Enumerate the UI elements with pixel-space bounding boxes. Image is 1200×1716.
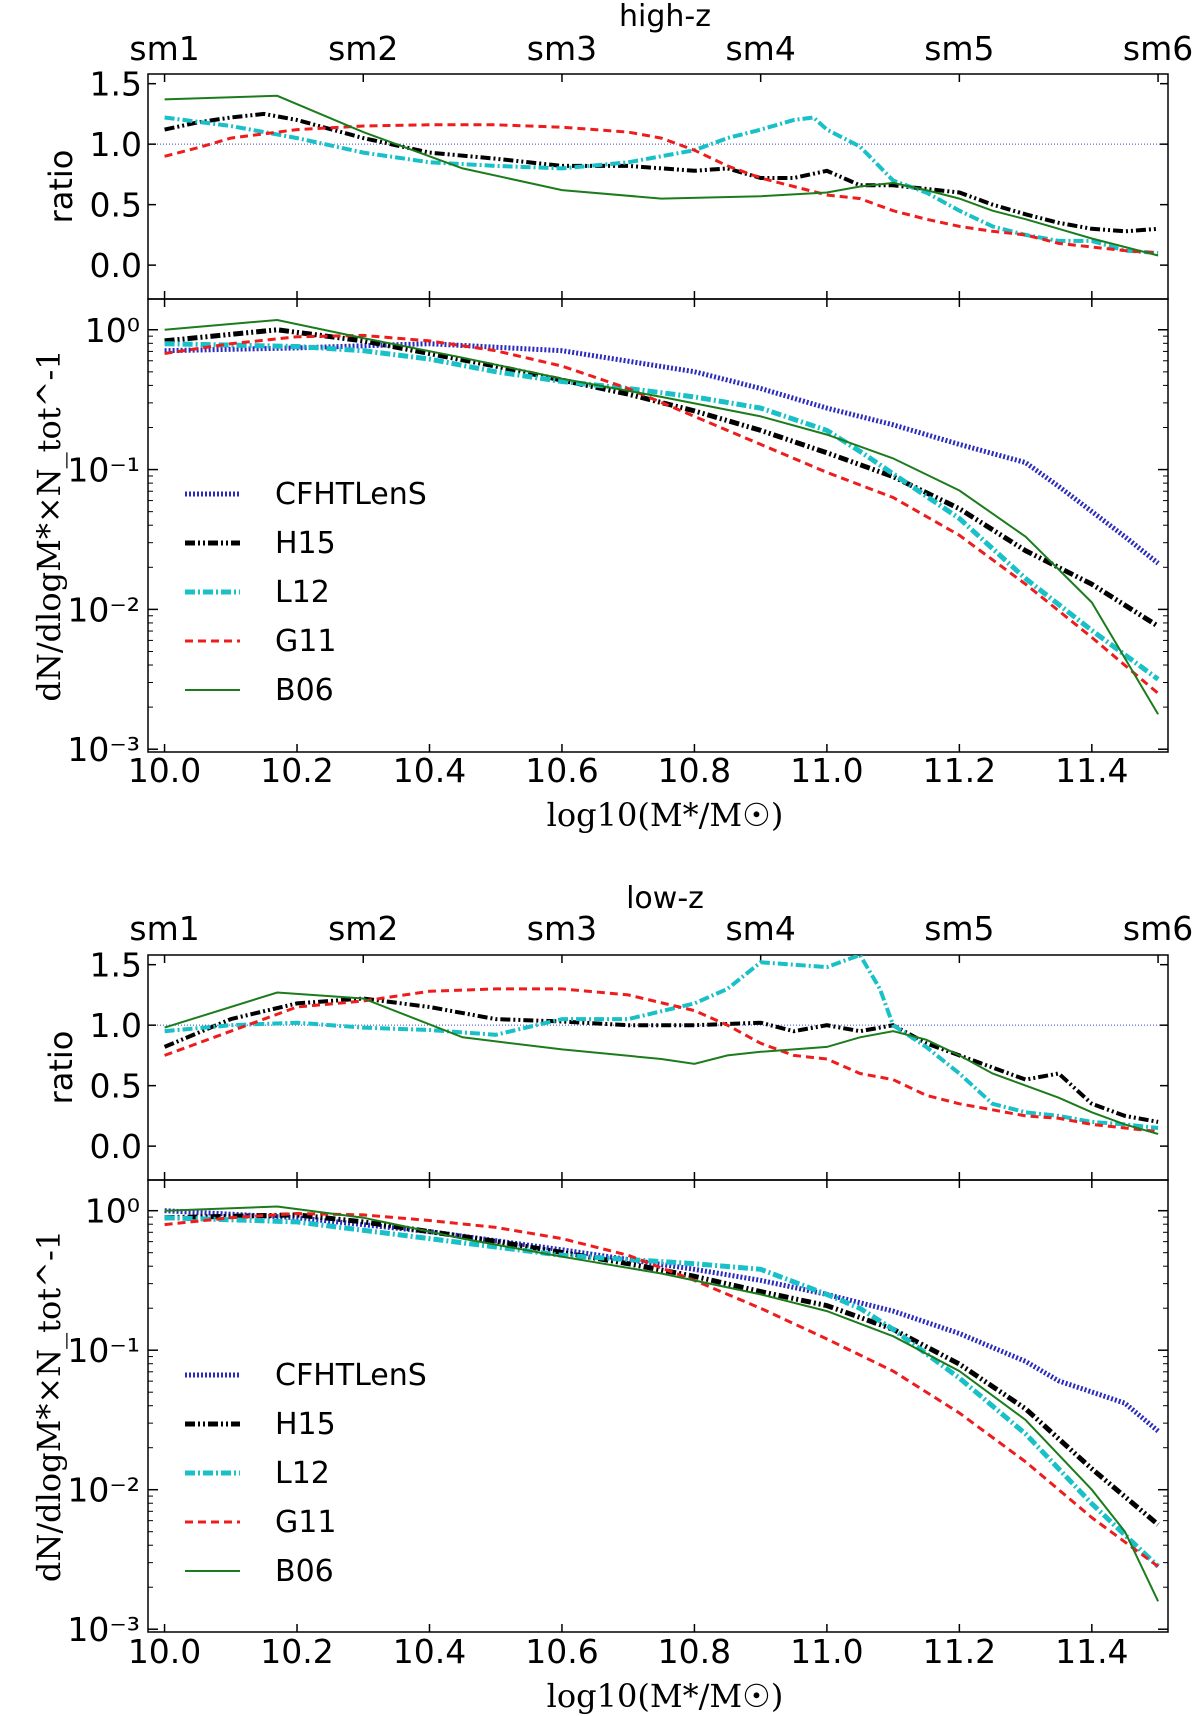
dist-ytick-label: 10⁻³ xyxy=(67,730,140,769)
ratio-ytick-label: 1.0 xyxy=(90,125,142,164)
ratio-series-h15 xyxy=(163,996,1159,1124)
ratio-series-g11 xyxy=(164,987,1159,1134)
legend-label: CFHTLenS xyxy=(275,1358,427,1393)
legend-label: L12 xyxy=(275,575,330,610)
legend: CFHTLenS H15 L12 G11 B06 xyxy=(185,477,427,708)
legend-label: B06 xyxy=(275,673,334,708)
top-tick-label: sm5 xyxy=(924,29,994,68)
dist-series-g11 xyxy=(164,333,1160,695)
legend-label: L12 xyxy=(275,1456,330,1491)
dist-ytick-label: 10⁻³ xyxy=(67,1610,140,1649)
legend-label: B06 xyxy=(275,1554,334,1589)
ratio-ytick-label: 1.0 xyxy=(90,1006,142,1045)
dist-xtick-label: 10.4 xyxy=(393,1632,466,1671)
ratio-subplot: 0.0 0.5 1.0 1.5 ratio xyxy=(42,946,1169,1181)
ratio-series-h15 xyxy=(164,111,1159,234)
panel-title: low-z xyxy=(626,881,704,916)
x-axis-label: log10(M*/M☉) xyxy=(547,1677,784,1715)
dist-xtick-label: 10.4 xyxy=(393,751,466,790)
top-tick-label: sm6 xyxy=(1123,29,1193,68)
top-tick-label: sm6 xyxy=(1123,909,1193,948)
dist-series-g11 xyxy=(164,1211,1159,1568)
dist-series-cfhtlens xyxy=(164,1208,1160,1434)
dist-ytick-label: 10⁰ xyxy=(85,311,140,350)
dist-xtick-label: 11.0 xyxy=(790,751,863,790)
dist-xtick-label: 10.8 xyxy=(658,751,731,790)
dist-xtick-label: 11.0 xyxy=(790,1632,863,1671)
dist-ytick-label: 10⁻² xyxy=(67,1471,140,1510)
dist-xtick-label: 10.0 xyxy=(128,751,201,790)
dist-ytick-label: 10⁰ xyxy=(85,1192,140,1231)
top-tick-label: sm5 xyxy=(924,909,994,948)
top-tick-label: sm4 xyxy=(725,909,795,948)
dist-ytick-label: 10⁻² xyxy=(67,590,140,629)
ratio-ylabel: ratio xyxy=(42,150,80,224)
top-tick-label: sm3 xyxy=(527,29,597,68)
distribution-subplot: 10⁰ 10⁻¹ 10⁻² 10⁻³10.0 10.2 10.4 10.6 10.8 11.0 1… xyxy=(30,298,1169,834)
ratio-series-l12 xyxy=(164,115,1159,255)
dist-series-l12 xyxy=(164,341,1160,682)
ratio-series-g11 xyxy=(164,123,1159,255)
panel-title: high-z xyxy=(619,0,711,34)
ratio-ytick-label: 0.0 xyxy=(90,1127,142,1166)
dist-series-h15 xyxy=(164,327,1160,629)
dist-xtick-label: 11.4 xyxy=(1055,1632,1128,1671)
dist-series-b06 xyxy=(164,1205,1160,1602)
ratio-series-b06 xyxy=(164,94,1159,257)
dist-series-h15 xyxy=(164,1212,1160,1527)
dist-xtick-label: 11.2 xyxy=(923,751,996,790)
top-tick-label: sm2 xyxy=(328,909,398,948)
ratio-frame xyxy=(147,73,1169,300)
legend-label: CFHTLenS xyxy=(275,477,427,512)
legend-label: H15 xyxy=(275,526,336,561)
top-tick-label: sm4 xyxy=(725,29,795,68)
top-tick-label: sm3 xyxy=(527,909,597,948)
dist-xtick-label: 10.6 xyxy=(525,1632,598,1671)
dist-xtick-label: 11.4 xyxy=(1055,751,1128,790)
dist-xtick-label: 10.0 xyxy=(128,1632,201,1671)
top-tick-label: sm2 xyxy=(328,29,398,68)
dist-xtick-label: 10.8 xyxy=(658,1632,731,1671)
ratio-frame xyxy=(147,954,1169,1181)
ratio-series-b06 xyxy=(164,991,1159,1135)
legend-label: G11 xyxy=(275,1505,336,1540)
dist-ylabel: dN/dlogM*×N_tot^-1 xyxy=(30,1230,68,1582)
top-tick-label: sm1 xyxy=(129,29,199,68)
dist-ylabel: dN/dlogM*×N_tot^-1 xyxy=(30,349,68,701)
panel-low-z: low-z sm1 sm2 sm3 sm4 sm5 sm6 0.0 0.5 1.0 1.5 ratio… xyxy=(30,881,1193,1715)
dist-series-l12 xyxy=(164,1215,1160,1569)
ratio-ytick-label: 1.5 xyxy=(90,946,142,985)
ratio-series-l12 xyxy=(164,955,1159,1130)
ratio-ylabel: ratio xyxy=(42,1031,80,1105)
ratio-ytick-label: 0.5 xyxy=(90,186,142,225)
ratio-ytick-label: 0.5 xyxy=(90,1067,142,1106)
legend-label: G11 xyxy=(275,624,336,659)
ratio-ytick-label: 1.5 xyxy=(90,65,142,104)
dist-ytick-label: 10⁻¹ xyxy=(67,451,140,490)
panel-high-z: high-z sm1 sm2 sm3 sm4 sm5 sm6 0.0 0.5 1.0 1.5 rati… xyxy=(30,0,1193,834)
ratio-subplot: 0.0 0.5 1.0 1.5 ratio xyxy=(42,65,1169,300)
legend-label: H15 xyxy=(275,1407,336,1442)
legend: CFHTLenS H15 L12 G11 B06 xyxy=(185,1358,427,1589)
distribution-subplot: 10⁰ 10⁻¹ 10⁻² 10⁻³10.0 10.2 10.4 10.6 10.8 11.0 1… xyxy=(30,1179,1169,1715)
dist-xtick-label: 10.2 xyxy=(260,751,333,790)
x-axis-label: log10(M*/M☉) xyxy=(547,796,784,834)
dist-xtick-label: 10.6 xyxy=(525,751,598,790)
dist-xtick-label: 11.2 xyxy=(923,1632,996,1671)
dist-series-b06 xyxy=(164,318,1159,715)
dist-xtick-label: 10.2 xyxy=(260,1632,333,1671)
ratio-ytick-label: 0.0 xyxy=(90,246,142,285)
top-tick-label: sm1 xyxy=(129,909,199,948)
dist-ytick-label: 10⁻¹ xyxy=(67,1331,140,1370)
